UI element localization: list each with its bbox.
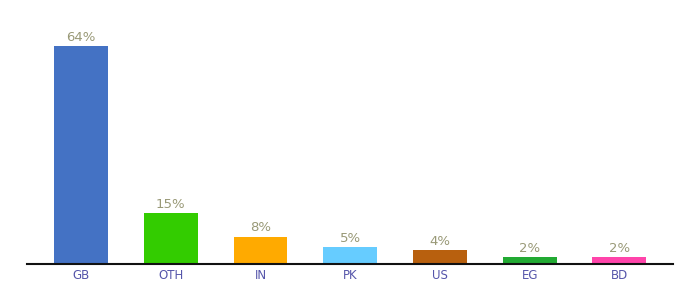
Text: 2%: 2% bbox=[519, 242, 540, 255]
Text: 5%: 5% bbox=[339, 232, 361, 244]
Text: 2%: 2% bbox=[609, 242, 630, 255]
Bar bbox=[54, 46, 108, 264]
Text: 64%: 64% bbox=[67, 31, 96, 44]
Bar bbox=[144, 213, 198, 264]
Bar bbox=[413, 250, 467, 264]
Bar bbox=[592, 257, 646, 264]
Bar bbox=[503, 257, 556, 264]
Text: 4%: 4% bbox=[430, 235, 450, 248]
Bar bbox=[233, 237, 288, 264]
Text: 8%: 8% bbox=[250, 221, 271, 234]
Bar bbox=[323, 247, 377, 264]
Text: 15%: 15% bbox=[156, 198, 186, 211]
